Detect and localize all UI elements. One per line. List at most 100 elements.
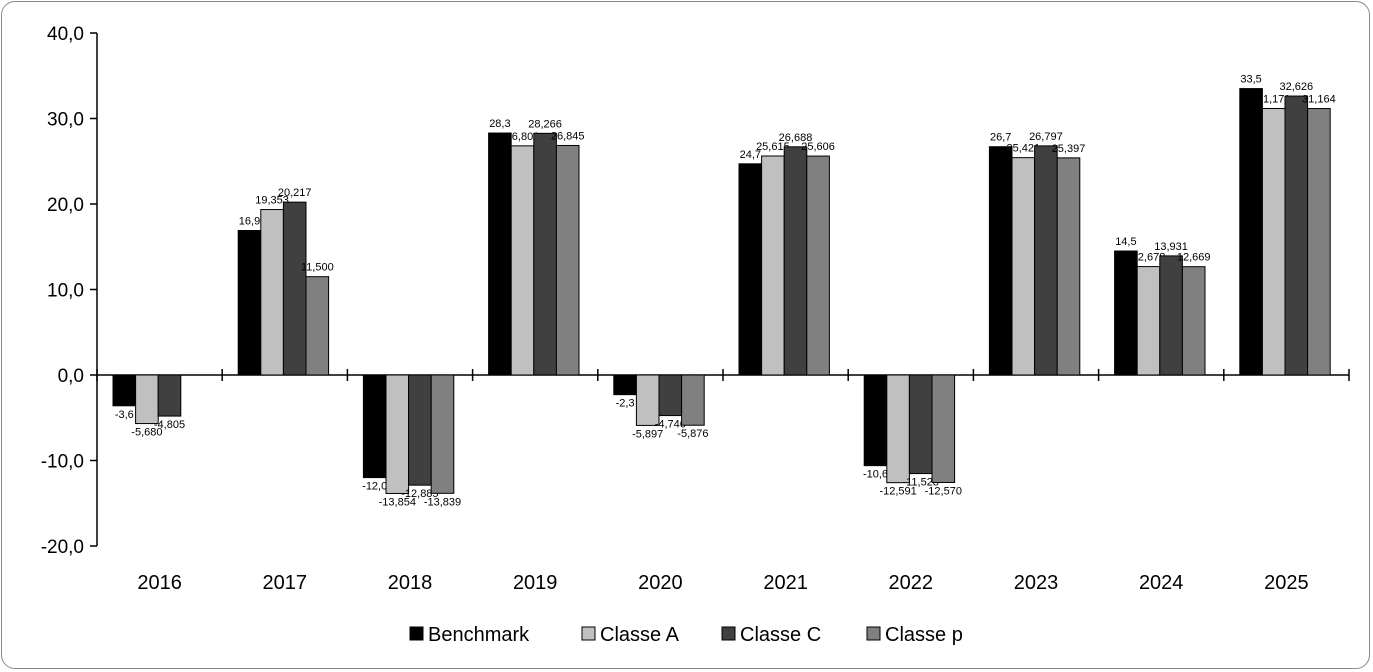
bar-classe-c — [908, 374, 933, 475]
data-label: -12,0 — [362, 481, 387, 493]
bar-classe-p — [806, 155, 830, 376]
legend-swatch — [581, 626, 596, 641]
y-tick-label: 10,0 — [47, 281, 84, 302]
y-tick-label: -20,0 — [41, 537, 84, 558]
data-label: 25,615 — [756, 141, 790, 153]
x-category-label: 2021 — [763, 572, 808, 594]
data-label: 31,171 — [1257, 93, 1291, 105]
data-label: -12,591 — [879, 486, 916, 498]
legend-swatch — [721, 626, 736, 641]
data-label: -5,876 — [677, 428, 708, 440]
bar-classe-p — [555, 144, 580, 376]
data-label: 13,931 — [1154, 241, 1188, 253]
bar-benchmark — [863, 374, 888, 467]
data-label: -2,3 — [616, 398, 635, 410]
data-label: 26,845 — [551, 130, 585, 142]
data-label: -3,6 — [115, 409, 134, 421]
data-label: -13,839 — [424, 496, 461, 508]
bar-benchmark — [1114, 250, 1138, 376]
bar-classe-a — [1011, 157, 1036, 376]
bar-benchmark — [738, 163, 763, 376]
y-tick-label: 0,0 — [58, 366, 84, 387]
bar-classe-p — [1181, 266, 1206, 376]
bar-classe-c — [1034, 145, 1058, 376]
bar-classe-p — [931, 374, 956, 483]
bar-classe-a — [135, 374, 159, 425]
x-category-label: 2018 — [388, 572, 433, 594]
x-category-label: 2020 — [638, 572, 683, 594]
legend-label: Classe C — [740, 624, 821, 646]
x-category-label: 2022 — [889, 572, 934, 594]
bar-classe-c — [1284, 95, 1309, 376]
data-label: 12,678 — [1132, 252, 1166, 264]
bar-classe-a — [260, 209, 284, 376]
bar-classe-a — [1261, 107, 1286, 376]
data-label: 25,421 — [1006, 143, 1040, 155]
bar-classe-c — [658, 374, 683, 417]
x-category-label: 2016 — [137, 572, 182, 594]
data-label: -5,680 — [131, 427, 162, 439]
bar-classe-c — [282, 201, 307, 376]
data-label: 26,802 — [506, 131, 540, 143]
data-label: -12,570 — [925, 485, 962, 497]
bar-classe-c — [1159, 255, 1183, 376]
bar-benchmark — [613, 374, 637, 396]
data-label: 33,5 — [1240, 74, 1261, 86]
bar-classe-c — [783, 146, 808, 376]
bar-classe-a — [761, 155, 785, 376]
bar-classe-a — [886, 374, 910, 484]
data-label: 14,5 — [1115, 236, 1136, 248]
bar-classe-c — [157, 374, 182, 417]
bar-classe-a — [1136, 266, 1161, 376]
y-tick-label: 30,0 — [47, 110, 84, 131]
data-label: 24,7 — [740, 149, 761, 161]
data-label: -12,885 — [401, 488, 438, 500]
bar-classe-p — [681, 374, 705, 426]
data-label: -5,897 — [632, 428, 663, 440]
x-category-label: 2023 — [1014, 572, 1059, 594]
x-category-label: 2017 — [263, 572, 308, 594]
legend-swatch — [409, 626, 424, 641]
bar-classe-p — [305, 276, 330, 376]
data-label: 26,7 — [990, 132, 1011, 144]
data-label: 32,626 — [1279, 81, 1313, 93]
legend-label: Benchmark — [428, 624, 530, 646]
bar-classe-p — [1056, 157, 1081, 376]
bar-classe-p — [430, 374, 455, 494]
data-label: -11,528 — [902, 477, 939, 489]
data-label: 19,353 — [255, 195, 289, 207]
data-label: 25,397 — [1052, 143, 1086, 155]
data-label: 28,3 — [489, 118, 510, 130]
bar-benchmark — [988, 146, 1013, 376]
x-category-label: 2025 — [1264, 572, 1309, 594]
bar-classe-c — [533, 132, 557, 376]
bar-benchmark — [112, 374, 137, 407]
bar-benchmark — [1239, 88, 1263, 376]
bar-classe-c — [408, 374, 432, 486]
data-label: -4,805 — [154, 419, 185, 431]
data-label: 11,500 — [301, 262, 334, 274]
y-tick-label: 20,0 — [47, 195, 84, 216]
data-label: 28,266 — [528, 118, 562, 130]
data-label: -4,746 — [655, 419, 686, 431]
data-label: 16,9 — [239, 216, 260, 228]
data-label: 20,217 — [278, 187, 312, 199]
data-label: 26,688 — [779, 132, 813, 144]
bar-benchmark — [488, 132, 512, 376]
data-label: 26,797 — [1029, 131, 1063, 143]
bar-classe-a — [510, 145, 535, 376]
bar-classe-p — [1307, 108, 1331, 376]
legend-swatch — [866, 626, 881, 641]
bar-benchmark — [362, 374, 387, 479]
y-tick-label: 40,0 — [47, 24, 84, 45]
bar-benchmark — [237, 230, 262, 376]
legend-label: Classe p — [885, 624, 963, 646]
data-label: 12,669 — [1177, 252, 1211, 264]
x-category-label: 2019 — [513, 572, 558, 594]
data-label: -13,854 — [379, 496, 416, 508]
y-tick-label: -10,0 — [41, 452, 84, 473]
legend-label: Classe A — [600, 624, 680, 646]
data-label: 31,164 — [1302, 94, 1336, 106]
data-label: 25,606 — [801, 141, 835, 153]
